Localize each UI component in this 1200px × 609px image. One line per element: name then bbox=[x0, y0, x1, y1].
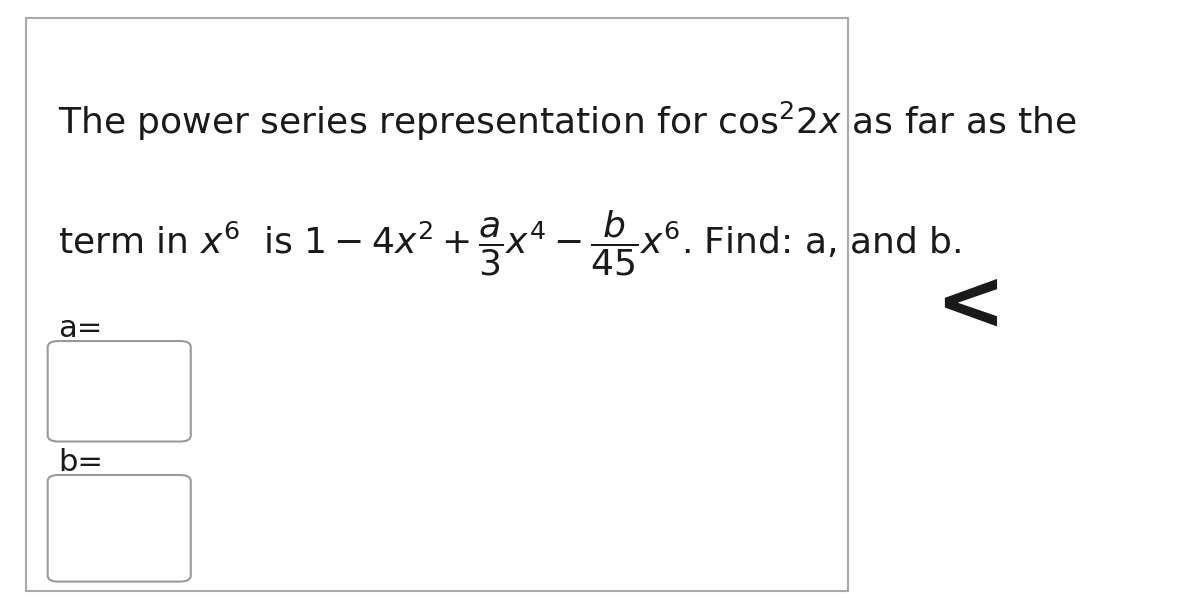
FancyBboxPatch shape bbox=[48, 475, 191, 582]
Text: <: < bbox=[935, 264, 1004, 345]
Text: a=: a= bbox=[59, 314, 103, 343]
Text: term in $x^6$  is $1-4x^2+\dfrac{a}{3}x^4-\dfrac{b}{45}x^6$. Find: a, and b.: term in $x^6$ is $1-4x^2+\dfrac{a}{3}x^4… bbox=[59, 209, 961, 278]
FancyBboxPatch shape bbox=[48, 341, 191, 442]
FancyBboxPatch shape bbox=[26, 18, 848, 591]
Text: b=: b= bbox=[59, 448, 103, 477]
Text: The power series representation for $\mathrm{cos}^2 2x$ as far as the: The power series representation for $\ma… bbox=[59, 100, 1078, 143]
